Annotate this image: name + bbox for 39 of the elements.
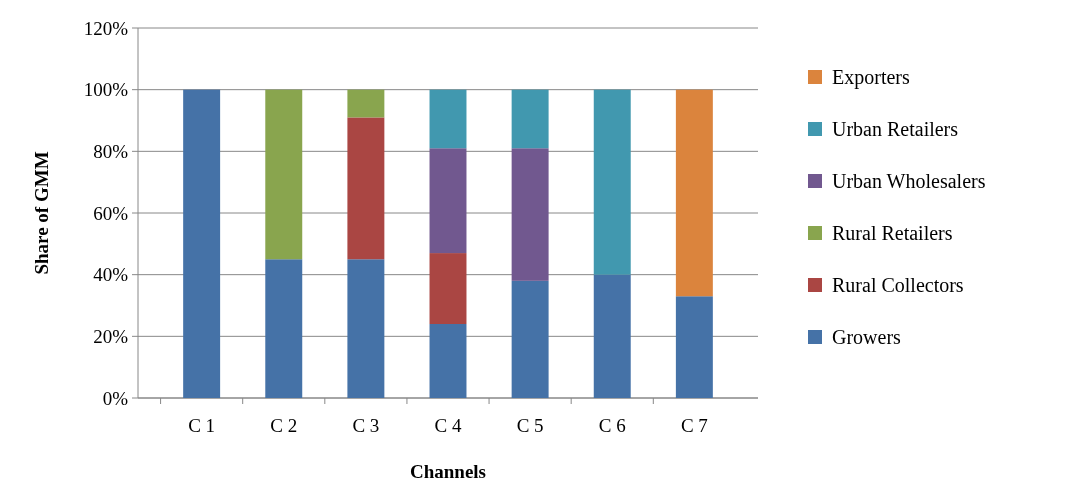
y-tick-label: 60% <box>93 202 129 224</box>
x-tick-label: C 3 <box>352 415 380 436</box>
y-tick-label: 40% <box>93 264 129 286</box>
x-axis-title: Channels <box>409 461 487 482</box>
legend-label: Urban Retailers <box>832 118 959 140</box>
bar <box>511 89 549 149</box>
bar <box>183 89 221 398</box>
legend-label: Exporters <box>832 66 910 89</box>
bar <box>511 280 549 398</box>
legend-label: Urban Wholesalers <box>832 170 986 192</box>
x-tick-label: C 5 <box>516 415 544 436</box>
legend-label: Rural Collectors <box>832 274 964 296</box>
bar <box>429 89 467 149</box>
y-axis-title: Share of GMM <box>31 151 52 275</box>
bar <box>675 89 713 297</box>
bar <box>593 274 631 398</box>
y-tick-label: 120% <box>83 17 129 39</box>
y-tick-label: 0% <box>102 387 129 409</box>
x-tick-label: C 4 <box>434 415 462 436</box>
bar <box>429 148 467 254</box>
bar <box>675 296 713 398</box>
x-tick-label: C 6 <box>598 415 626 436</box>
bar <box>347 117 385 260</box>
bar <box>347 259 385 398</box>
x-tick-label: C 2 <box>270 415 298 436</box>
bar <box>429 324 467 398</box>
bar <box>593 89 631 275</box>
y-tick-label: 20% <box>93 325 129 347</box>
bar <box>347 89 385 118</box>
x-tick-label: C 7 <box>680 415 708 436</box>
x-tick-label: C 1 <box>188 415 216 436</box>
y-tick-label: 80% <box>93 140 129 162</box>
y-tick-label: 100% <box>83 79 129 101</box>
bar <box>265 259 303 398</box>
legend-label: Rural Retailers <box>832 222 953 244</box>
legend-label: Growers <box>832 326 902 348</box>
bar <box>511 148 549 281</box>
bar <box>265 89 303 260</box>
bar <box>429 253 467 324</box>
